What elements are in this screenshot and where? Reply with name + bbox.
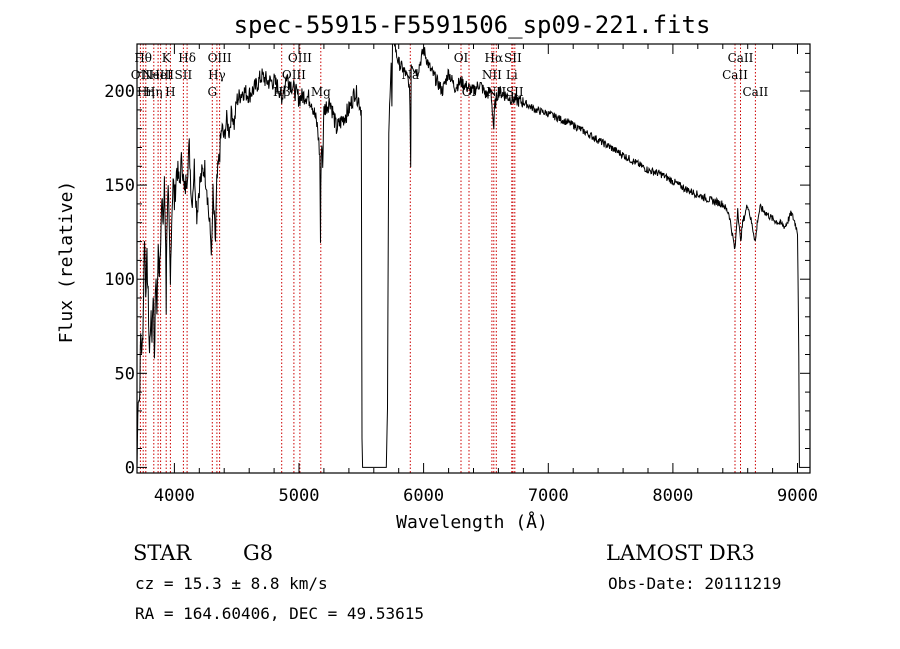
plot-axes: 4000 5000 6000 7000 8000 9000 0 50 100 150 200 <box>104 43 818 506</box>
y-axis-label: Flux (relative) <box>56 181 77 344</box>
line-label: NeIII <box>142 68 174 82</box>
survey-name: LAMOST DR3 <box>606 541 755 565</box>
line-label: Hγ <box>208 68 226 82</box>
line-marker-group <box>139 44 756 473</box>
y-tick-label: 200 <box>104 82 135 102</box>
line-label: OIII <box>282 68 306 82</box>
line-label: Hη <box>137 85 155 99</box>
y-tick-label: 100 <box>104 270 135 290</box>
spectrum-series <box>137 44 800 468</box>
line-label: H <box>165 85 175 99</box>
x-tick-label: 5000 <box>279 486 320 506</box>
plot-frame <box>136 43 811 474</box>
x-tick-label: 9000 <box>777 486 818 506</box>
line-label: Hα <box>485 51 504 65</box>
line-label: Hθ <box>134 51 152 65</box>
line-label: Na <box>401 68 419 82</box>
x-tick-label: 4000 <box>154 486 195 506</box>
line-label: Hδ <box>178 51 196 65</box>
x-tick-label: 6000 <box>403 486 444 506</box>
line-label: OI <box>454 51 469 65</box>
line-label: K <box>162 51 172 65</box>
y-tick-label: 0 <box>125 458 135 478</box>
y-tick-label: 50 <box>115 364 135 384</box>
x-tick-label: 8000 <box>652 486 693 506</box>
line-label: G <box>208 85 218 99</box>
x-tick-label: 7000 <box>528 486 569 506</box>
observation-date: Obs-Date: 20111219 <box>608 574 781 593</box>
line-label: OIII <box>288 51 312 65</box>
coordinates: RA = 164.60406, DEC = 49.53615 <box>135 604 424 623</box>
line-label: NII <box>486 85 506 99</box>
object-subclass: G8 <box>243 541 273 565</box>
x-axis-label: Wavelength (Å) <box>396 511 548 533</box>
line-label-group: OIIHθHηHηNeIIIHeIKHSIIHδGHγOIIIHβOIIIOII… <box>131 51 769 99</box>
line-label: SII <box>504 51 522 65</box>
line-label: OIII <box>208 51 232 65</box>
line-label: CaII <box>742 85 768 99</box>
line-label: CaII <box>728 51 754 65</box>
line-label: Li <box>506 68 518 82</box>
object-class: STAR <box>133 541 192 565</box>
line-label: HeI <box>149 68 172 82</box>
line-label: Hβ <box>273 85 290 99</box>
chart-title: spec-55915-F5591506_sp09-221.fits <box>234 11 711 39</box>
line-label: SII <box>175 68 193 82</box>
spectrum-line <box>137 44 800 468</box>
line-label: NII <box>482 68 502 82</box>
line-label: Hη <box>145 85 163 99</box>
line-label: Mg <box>311 85 331 99</box>
redshift-velocity: cz = 15.3 ± 8.8 km/s <box>135 574 328 593</box>
line-label: OI <box>462 85 477 99</box>
line-label: OII <box>131 68 151 82</box>
y-tick-label: 150 <box>104 176 135 196</box>
line-label: SII <box>506 85 524 99</box>
line-label: CaII <box>722 68 748 82</box>
